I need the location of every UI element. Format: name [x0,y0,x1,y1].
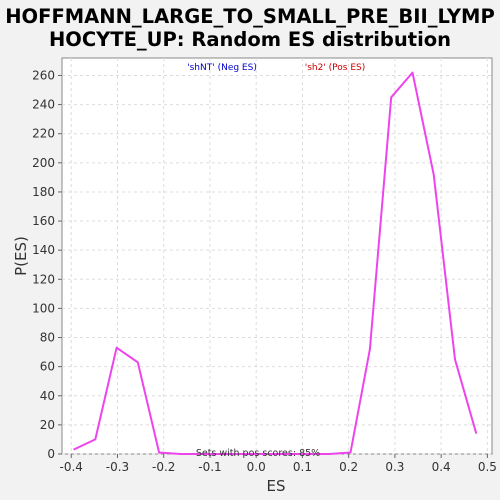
x-tick-label: 0.1 [293,460,312,474]
axis-ticks: 0 20 40 60 80 100 120 140 160 180 200 220 240 260 -0.4… [32,68,497,474]
y-tick-label: 120 [32,272,55,286]
chart-title-line-1: HOFFMANN_LARGE_TO_SMALL_PRE_BII_LYMP [5,5,495,28]
x-tick-label: 0.2 [339,460,358,474]
chart-title-line-2: HOCYTE_UP: Random ES distribution [49,28,451,51]
x-tick-label: 0.0 [247,460,266,474]
x-tick-label: -0.3 [106,460,129,474]
legend-neg-es: 'shNT' (Neg ES) [187,63,257,73]
y-tick-label: 260 [32,68,55,82]
y-tick-label: 240 [32,98,55,112]
series-group [73,71,478,455]
legend-pos-es: 'sh2' (Pos ES) [305,63,366,73]
x-tick-label: 0.5 [478,460,497,474]
y-tick-label: 180 [32,185,55,199]
y-tick-label: 140 [32,243,55,257]
x-axis-label: ES [267,477,286,495]
y-tick-label: 200 [32,156,55,170]
y-tick-label: 80 [40,331,55,345]
x-tick-label: -0.2 [152,460,175,474]
y-tick-label: 40 [40,389,55,403]
x-tick-label: -0.4 [60,460,83,474]
grid-lines [62,58,492,455]
y-tick-label: 160 [32,214,55,228]
pos-scores-annotation: Sets with pos scores: 85% [196,448,320,459]
plot-area [61,57,493,455]
y-tick-label: 60 [40,360,55,374]
y-tick-label: 100 [32,301,55,315]
x-tick-label: 0.4 [432,460,451,474]
y-tick-label: 220 [32,127,55,141]
y-tick-label: 20 [40,418,55,432]
x-tick-label: -0.1 [198,460,221,474]
x-tick-label: 0.3 [385,460,404,474]
y-axis-label: P(ES) [12,236,30,276]
es-distribution-line [73,71,478,455]
y-tick-label: 0 [47,447,55,461]
